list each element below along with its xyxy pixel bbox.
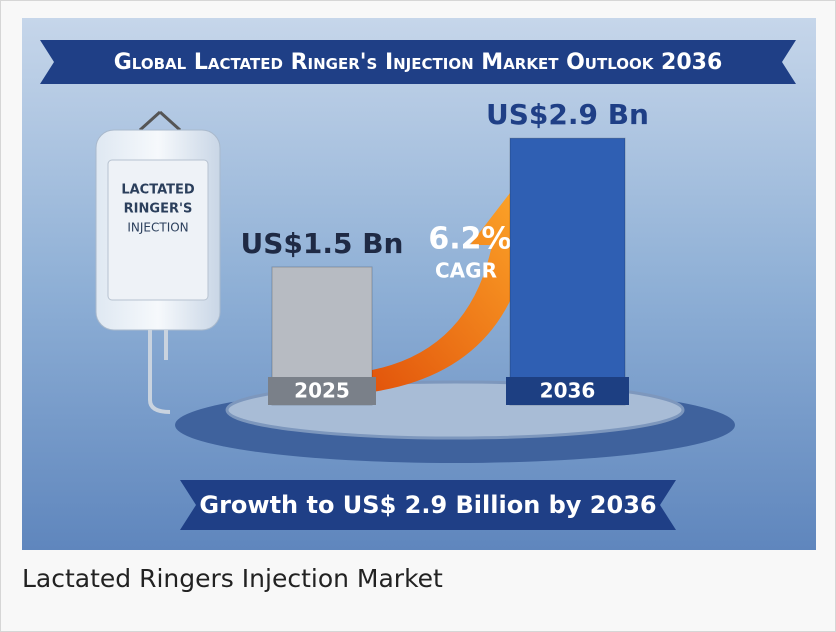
cagr-label: CAGR: [435, 259, 497, 283]
category-label: 2025: [294, 379, 350, 403]
bag-text: LACTATED: [121, 183, 195, 198]
value-label: US$2.9 Bn: [486, 98, 649, 131]
page: {"chart_data": {"type": "bar", "title": …: [0, 0, 836, 632]
banner-text: Growth to US$ 2.9 Billion by 2036: [199, 491, 656, 519]
card: Global Lactated Ringer's Injection Marke…: [0, 0, 836, 632]
bag-text: RINGER'S: [124, 202, 193, 217]
bar: [510, 138, 625, 405]
bag-text: INJECTION: [127, 221, 188, 235]
cagr-value: 6.2%: [428, 222, 511, 257]
caption: Lactated Ringers Injection Market: [22, 564, 443, 593]
chart-title: Global Lactated Ringer's Injection Marke…: [114, 50, 723, 75]
value-label: US$1.5 Bn: [240, 227, 403, 260]
category-label: 2036: [540, 379, 596, 403]
